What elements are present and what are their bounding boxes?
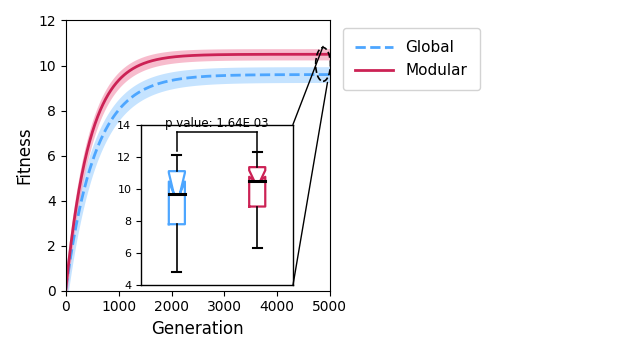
Global xyxy=(301,72,309,77)
Modular xyxy=(301,52,309,56)
Modular xyxy=(220,53,227,57)
Modular xyxy=(223,53,231,57)
Global xyxy=(62,286,70,291)
Global xyxy=(223,73,231,78)
Modular xyxy=(285,52,292,56)
Legend: Global, Modular: Global, Modular xyxy=(343,28,479,90)
Global xyxy=(285,72,292,77)
Global xyxy=(218,73,226,78)
Y-axis label: Fitness: Fitness xyxy=(15,127,33,184)
Global xyxy=(220,73,227,78)
X-axis label: Generation: Generation xyxy=(152,320,244,338)
Modular xyxy=(326,52,333,56)
Modular xyxy=(63,278,70,282)
Modular xyxy=(62,286,70,291)
Line: Global: Global xyxy=(66,74,330,288)
Line: Modular: Modular xyxy=(66,54,330,288)
Global xyxy=(63,280,70,284)
Modular xyxy=(218,53,226,57)
Global xyxy=(326,72,333,77)
